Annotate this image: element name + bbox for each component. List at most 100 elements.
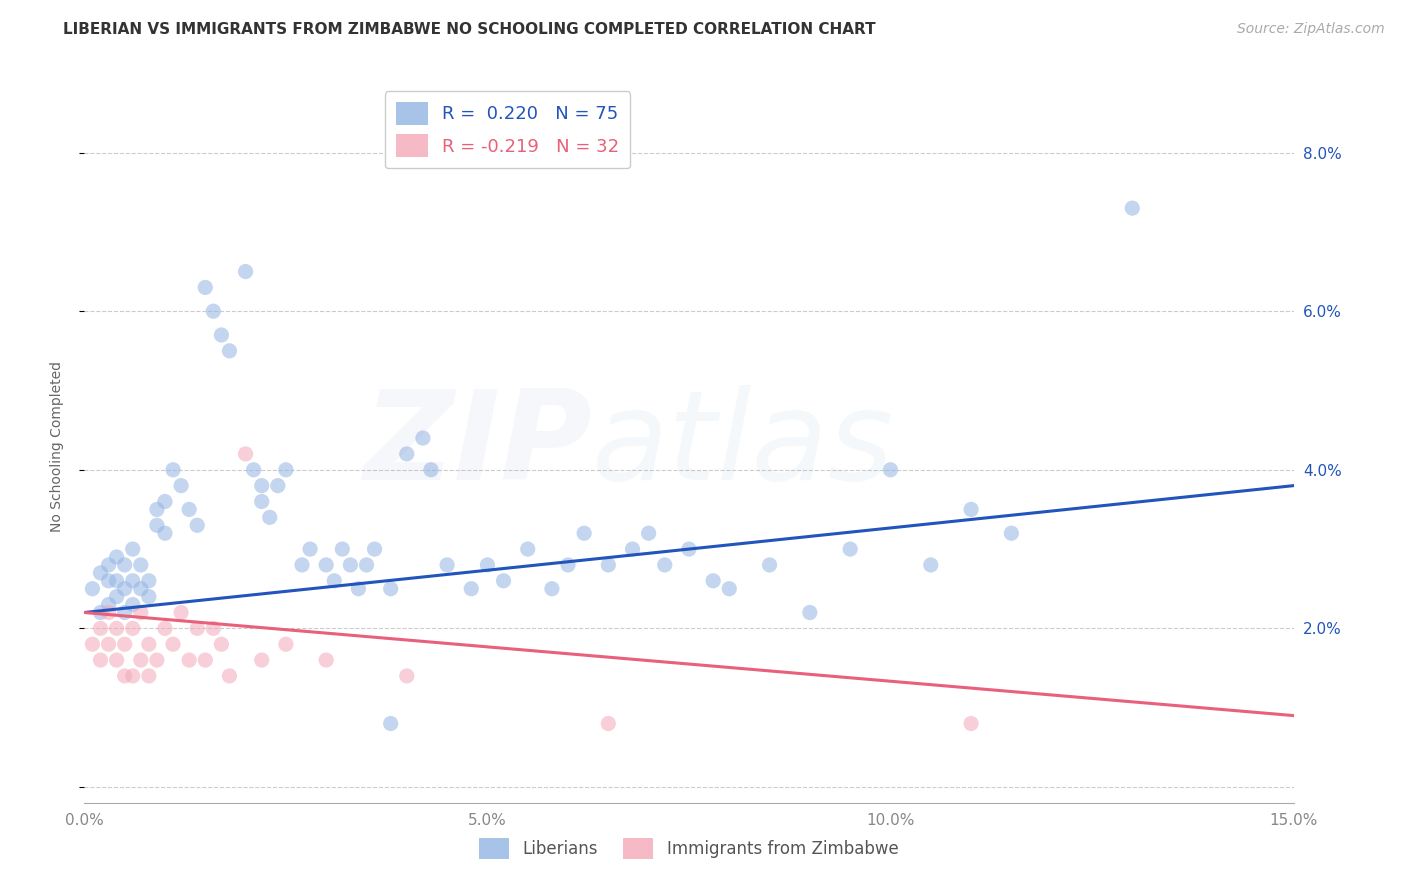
Point [758,558,780,572]
Point [170,606,193,620]
Point [598,558,620,572]
Point [89,606,111,620]
Y-axis label: No Schooling Completed: No Schooling Completed [49,360,63,532]
Point [121,542,143,557]
Point [170,478,193,492]
Point [202,621,225,635]
Point [114,558,136,572]
Point [516,542,538,557]
Text: ZIP: ZIP [364,385,592,507]
Point [460,582,482,596]
Point [129,558,152,572]
Point [121,669,143,683]
Point [330,542,353,557]
Point [1000,526,1022,541]
Point [153,621,176,635]
Point [799,606,821,620]
Point [218,669,240,683]
Point [129,653,152,667]
Point [97,637,120,651]
Point [678,542,700,557]
Point [105,574,128,588]
Point [1121,201,1143,215]
Point [654,558,676,572]
Point [162,463,184,477]
Point [363,542,385,557]
Point [637,526,659,541]
Point [105,621,128,635]
Point [315,653,337,667]
Point [153,526,176,541]
Point [89,653,111,667]
Point [621,542,644,557]
Text: Source: ZipAtlas.com: Source: ZipAtlas.com [1237,22,1385,37]
Point [218,343,240,358]
Point [129,606,152,620]
Point [162,637,184,651]
Point [315,558,337,572]
Point [186,621,208,635]
Point [412,431,434,445]
Point [250,478,273,492]
Point [121,598,143,612]
Point [97,606,120,620]
Point [97,574,120,588]
Point [323,574,346,588]
Point [259,510,281,524]
Point [879,463,901,477]
Point [380,716,402,731]
Point [839,542,862,557]
Point [572,526,595,541]
Point [89,566,111,580]
Point [146,653,169,667]
Point [194,653,217,667]
Point [299,542,322,557]
Point [960,502,983,516]
Point [146,502,169,516]
Point [235,447,257,461]
Point [339,558,361,572]
Point [114,637,136,651]
Point [274,463,297,477]
Point [82,637,104,651]
Point [179,653,201,667]
Point [129,582,152,596]
Point [436,558,458,572]
Point [114,606,136,620]
Point [209,637,232,651]
Text: atlas: atlas [592,385,894,507]
Point [105,590,128,604]
Point [920,558,942,572]
Point [97,558,120,572]
Point [121,574,143,588]
Point [541,582,564,596]
Point [395,447,418,461]
Point [153,494,176,508]
Point [82,582,104,596]
Point [179,502,201,516]
Point [477,558,499,572]
Point [557,558,579,572]
Point [138,669,160,683]
Point [209,328,232,343]
Point [356,558,378,572]
Point [105,653,128,667]
Point [250,653,273,667]
Point [492,574,515,588]
Legend: Liberians, Immigrants from Zimbabwe: Liberians, Immigrants from Zimbabwe [472,831,905,866]
Point [274,637,297,651]
Point [138,574,160,588]
Point [420,463,443,477]
Point [380,582,402,596]
Point [960,716,983,731]
Point [114,669,136,683]
Point [267,478,290,492]
Point [242,463,264,477]
Point [702,574,724,588]
Point [114,582,136,596]
Point [138,590,160,604]
Point [202,304,225,318]
Point [291,558,314,572]
Point [598,716,620,731]
Point [347,582,370,596]
